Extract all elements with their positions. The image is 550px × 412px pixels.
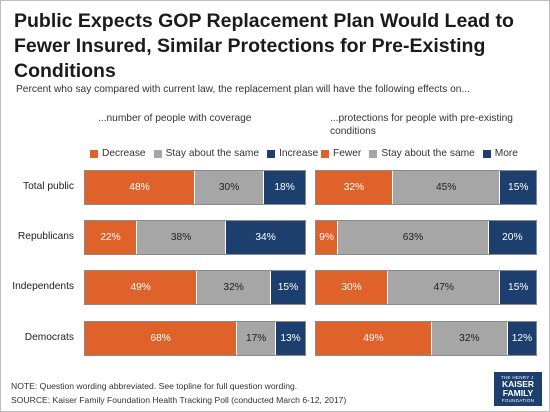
legend-item-stay-about-the-same: Stay about the same bbox=[153, 148, 260, 159]
legend-label: Decrease bbox=[102, 148, 146, 159]
bar-segment-fewer: 49% bbox=[316, 322, 431, 355]
bar-segment-stay-about-the-same: 63% bbox=[337, 221, 488, 254]
chart-subtitle: Percent who say compared with current la… bbox=[16, 84, 470, 95]
bar-segment-increase: 13% bbox=[275, 322, 305, 355]
bar-segment-increase: 18% bbox=[263, 171, 305, 204]
legend-item-decrease: Decrease bbox=[90, 148, 146, 159]
logo-line-2a: KAISER bbox=[501, 379, 535, 389]
right-panel-title: ...protections for people with pre-exist… bbox=[330, 113, 513, 137]
bar-segment-decrease: 48% bbox=[85, 171, 194, 204]
logo-line-1: THE HENRY J. bbox=[500, 375, 536, 380]
bar-total-public: 48% 30% 18% bbox=[84, 170, 306, 205]
legend-label: Stay about the same bbox=[165, 148, 260, 159]
legend-swatch bbox=[90, 149, 98, 158]
source-note: SOURCE: Kaiser Family Foundation Health … bbox=[11, 395, 347, 405]
bar-segment-decrease: 68% bbox=[85, 322, 237, 355]
left-legend: Decrease Stay about the same Increase bbox=[90, 148, 318, 159]
legend-label: Increase bbox=[279, 148, 319, 159]
legend-item-fewer: Fewer bbox=[321, 148, 361, 159]
bar-segment-stay-about-the-same: 30% bbox=[194, 171, 264, 204]
legend-swatch bbox=[482, 149, 491, 158]
legend-swatch bbox=[369, 149, 378, 158]
bar-republicans: 22% 38% 34% bbox=[84, 220, 306, 255]
legend-swatch bbox=[153, 149, 162, 158]
bar-segment-fewer: 9% bbox=[316, 221, 338, 254]
bar-segment-stay-about-the-same: 32% bbox=[430, 322, 507, 355]
row-label-republicans: Republicans bbox=[17, 231, 74, 242]
kff-logo: THE HENRY J. KAISER FAMILY FOUNDATION bbox=[494, 372, 542, 406]
legend-label: Fewer bbox=[333, 148, 362, 159]
logo-line-3: FOUNDATION bbox=[501, 398, 535, 403]
bar-segment-stay-about-the-same: 45% bbox=[391, 171, 500, 204]
bar-segment-more: 12% bbox=[506, 322, 536, 355]
bar-independents: 30% 47% 15% bbox=[315, 270, 537, 305]
chart-title: Public Expects GOP Replacement Plan Woul… bbox=[14, 10, 514, 82]
logo-line-2b: FAMILY bbox=[502, 388, 534, 398]
row-label-independents: Independents bbox=[12, 281, 74, 292]
bar-segment-stay-about-the-same: 38% bbox=[136, 221, 226, 254]
bar-segment-stay-about-the-same: 47% bbox=[387, 271, 500, 304]
bar-democrats: 68% 17% 13% bbox=[84, 321, 306, 356]
bar-segment-increase: 34% bbox=[225, 221, 305, 254]
bar-segment-fewer: 32% bbox=[316, 171, 392, 204]
bar-segment-more: 15% bbox=[499, 271, 537, 304]
bar-segment-stay-about-the-same: 32% bbox=[196, 271, 270, 304]
row-label-democrats: Democrats bbox=[24, 332, 74, 343]
bar-segment-decrease: 22% bbox=[85, 221, 137, 254]
legend-label: Stay about the same bbox=[381, 148, 475, 159]
row-label-total-public: Total public bbox=[23, 181, 74, 192]
left-panel-title: ...number of people with coverage bbox=[98, 113, 252, 124]
bar-segment-more: 15% bbox=[499, 171, 536, 204]
bar-segment-fewer: 30% bbox=[316, 271, 388, 304]
right-legend: Fewer Stay about the same More bbox=[321, 148, 518, 159]
legend-label: More bbox=[494, 148, 518, 159]
bar-total-public: 32% 45% 15% bbox=[315, 170, 537, 205]
bar-democrats: 49% 32% 12% bbox=[315, 321, 537, 356]
bar-segment-more: 20% bbox=[487, 221, 536, 254]
bar-republicans: 9% 63% 20% bbox=[315, 220, 537, 255]
legend-item-stay-about-the-same: Stay about the same bbox=[369, 148, 475, 159]
legend-swatch bbox=[321, 149, 329, 158]
legend-swatch bbox=[267, 149, 276, 158]
footnote: NOTE: Question wording abbreviated. See … bbox=[11, 381, 298, 391]
bar-segment-decrease: 49% bbox=[85, 271, 197, 304]
bar-segment-increase: 15% bbox=[269, 271, 305, 304]
legend-item-more: More bbox=[482, 148, 518, 159]
bar-segment-stay-about-the-same: 17% bbox=[236, 322, 276, 355]
bar-independents: 49% 32% 15% bbox=[84, 270, 306, 305]
legend-item-increase: Increase bbox=[267, 148, 318, 159]
